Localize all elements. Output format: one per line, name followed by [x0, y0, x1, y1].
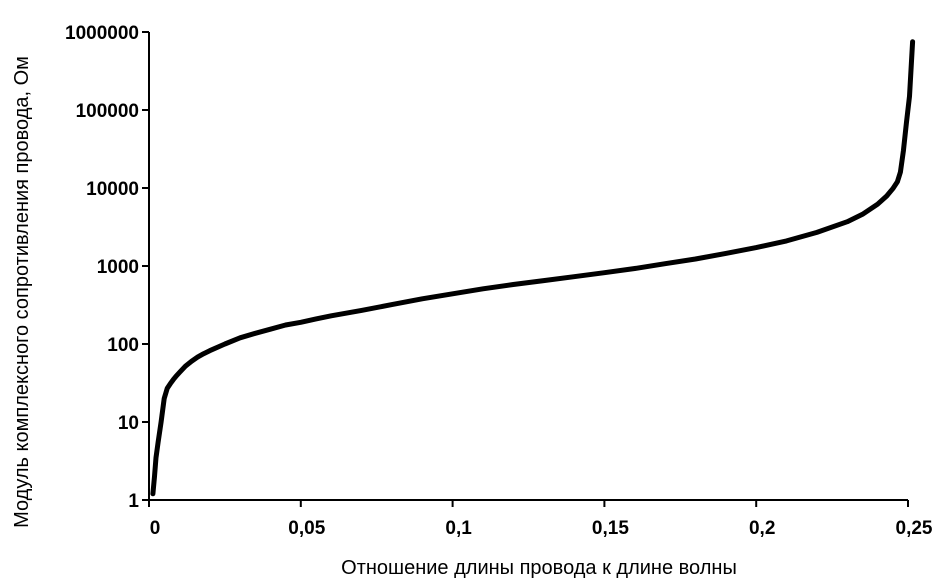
y-tick-label: 1000000	[65, 23, 139, 44]
x-axis-ticks: 0 0,05 0,1 0,15 0,2 0,25	[148, 500, 932, 539]
x-tick-label: 0,05	[288, 518, 325, 539]
x-tick-label: 0,25	[896, 518, 932, 539]
x-tick-label: 0,1	[445, 518, 472, 539]
y-tick-label: 1	[128, 491, 139, 512]
x-tick-label: 0,15	[592, 518, 629, 539]
y-tick-label: 100	[107, 335, 139, 356]
y-axis-ticks: 1 10 100 1000 10000 100000 1000000	[65, 23, 149, 512]
series-line	[150, 39, 916, 497]
x-tick-label: 0	[150, 518, 161, 539]
y-tick-label: 10000	[86, 179, 139, 200]
x-axis-label: Отношение длины провода к длине волны	[341, 557, 737, 579]
x-tick-label: 0,2	[749, 518, 775, 539]
y-axis-label: Модуль комплексного сопротивления провод…	[11, 56, 33, 528]
y-tick-label: 100000	[76, 101, 139, 122]
y-tick-label: 1000	[97, 257, 139, 278]
y-tick-label: 10	[118, 413, 139, 434]
axes	[148, 32, 908, 501]
